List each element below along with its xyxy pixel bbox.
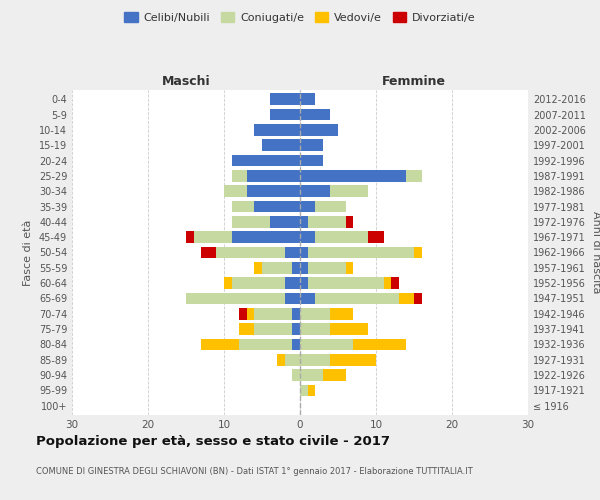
Bar [331,354,376,366]
Bar [346,262,353,274]
Bar [300,354,331,366]
Bar [247,308,254,320]
Bar [292,324,300,335]
Bar [315,201,346,212]
Bar [300,247,308,258]
Bar [239,338,292,350]
Bar [232,232,300,243]
Bar [292,370,300,381]
Text: Femmine: Femmine [382,76,446,88]
Bar [224,278,232,289]
Bar [285,278,300,289]
Bar [414,247,422,258]
Bar [300,278,308,289]
Bar [224,186,247,197]
Bar [269,216,300,228]
Bar [292,338,300,350]
Text: COMUNE DI GINESTRA DEGLI SCHIAVONI (BN) - Dati ISTAT 1° gennaio 2017 - Elaborazi: COMUNE DI GINESTRA DEGLI SCHIAVONI (BN) … [36,468,473,476]
Bar [292,262,300,274]
Bar [346,216,353,228]
Bar [308,216,346,228]
Bar [308,262,346,274]
Bar [232,278,285,289]
Y-axis label: Fasce di età: Fasce di età [23,220,33,286]
Bar [406,170,422,181]
Bar [300,308,331,320]
Bar [247,170,300,181]
Bar [232,155,300,166]
Bar [308,278,383,289]
Bar [194,232,232,243]
Bar [300,94,315,105]
Bar [300,262,308,274]
Text: Popolazione per età, sesso e stato civile - 2017: Popolazione per età, sesso e stato civil… [36,435,390,448]
Bar [300,338,353,350]
Bar [254,308,292,320]
Bar [399,292,414,304]
Bar [262,140,300,151]
Bar [300,109,331,120]
Bar [201,247,217,258]
Bar [300,140,323,151]
Bar [247,186,300,197]
Bar [308,384,315,396]
Bar [232,201,254,212]
Bar [300,384,308,396]
Bar [331,308,353,320]
Bar [300,292,315,304]
Bar [383,278,391,289]
Bar [239,324,254,335]
Bar [186,232,194,243]
Bar [292,308,300,320]
Bar [391,278,399,289]
Bar [300,324,331,335]
Bar [300,155,323,166]
Bar [300,370,323,381]
Bar [315,232,368,243]
Bar [300,216,308,228]
Bar [254,124,300,136]
Bar [285,247,300,258]
Bar [353,338,406,350]
Bar [308,247,414,258]
Bar [239,308,247,320]
Bar [300,232,315,243]
Bar [323,370,346,381]
Bar [368,232,383,243]
Bar [414,292,422,304]
Bar [232,216,269,228]
Bar [285,354,300,366]
Text: Maschi: Maschi [161,76,211,88]
Bar [254,324,292,335]
Bar [269,109,300,120]
Bar [254,201,300,212]
Bar [254,262,262,274]
Bar [300,201,315,212]
Bar [217,247,285,258]
Y-axis label: Anni di nascita: Anni di nascita [591,211,600,294]
Bar [232,170,247,181]
Bar [262,262,292,274]
Bar [269,94,300,105]
Bar [300,124,338,136]
Legend: Celibi/Nubili, Coniugati/e, Vedovi/e, Divorziati/e: Celibi/Nubili, Coniugati/e, Vedovi/e, Di… [120,8,480,28]
Bar [201,338,239,350]
Bar [331,186,368,197]
Bar [331,324,368,335]
Bar [285,292,300,304]
Bar [300,186,331,197]
Bar [315,292,399,304]
Bar [186,292,285,304]
Bar [277,354,285,366]
Bar [300,170,406,181]
